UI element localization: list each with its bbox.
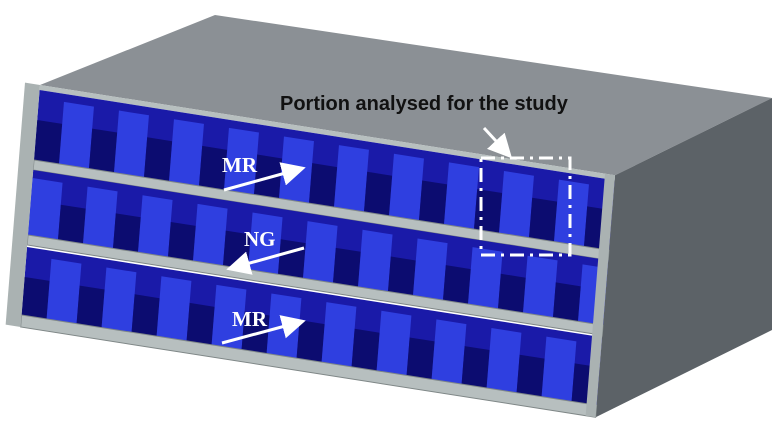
fin [83,187,118,249]
fin [542,337,577,402]
fin [487,328,522,393]
channel-floor [462,346,490,388]
channel-floor [309,163,337,207]
fin [432,319,467,384]
channel-floor [333,248,361,287]
flow-label: MR [232,307,268,331]
channel-floor [517,355,545,397]
fin [102,268,137,333]
channel-floor [553,282,581,321]
fin [157,276,192,341]
channel-floor [113,213,141,252]
fin [322,302,357,367]
scene: Portion analysed for the study MR NG MR [0,0,782,421]
channel-floor [77,286,105,328]
exchanger-body [6,15,772,417]
fin [413,238,448,300]
channel-floor [89,129,117,173]
fin [389,154,424,221]
channel-floor [443,265,471,304]
flow-label: NG [244,227,276,251]
fin [444,162,479,229]
channel-floor [278,239,306,278]
fin [28,178,63,240]
channel-floor [58,205,86,244]
channel-floor [498,274,526,313]
fin [59,102,94,169]
channel-floor [34,120,62,164]
fin [193,204,228,266]
fin [523,256,558,318]
annotation: Portion analysed for the study [280,93,569,115]
fin [169,119,204,186]
channel-floor [297,320,325,362]
fin [358,230,393,292]
channel-floor [352,329,380,371]
flow-label: MR [222,153,258,177]
channel-floor [22,277,50,319]
channel-floor [168,222,196,261]
channel-floor [407,337,435,379]
fin [138,195,173,257]
fin [377,311,412,376]
channel-floor [132,294,160,336]
fin [303,221,338,283]
fin [114,111,149,178]
fin [499,171,534,238]
fin [334,145,369,212]
channel-floor [187,303,215,345]
channel-floor [364,172,392,216]
channel-floor [474,189,502,233]
fin [47,259,82,324]
channel-floor [388,257,416,296]
channel-floor [529,198,557,242]
channel-floor [419,180,447,224]
channel-floor [144,137,172,181]
